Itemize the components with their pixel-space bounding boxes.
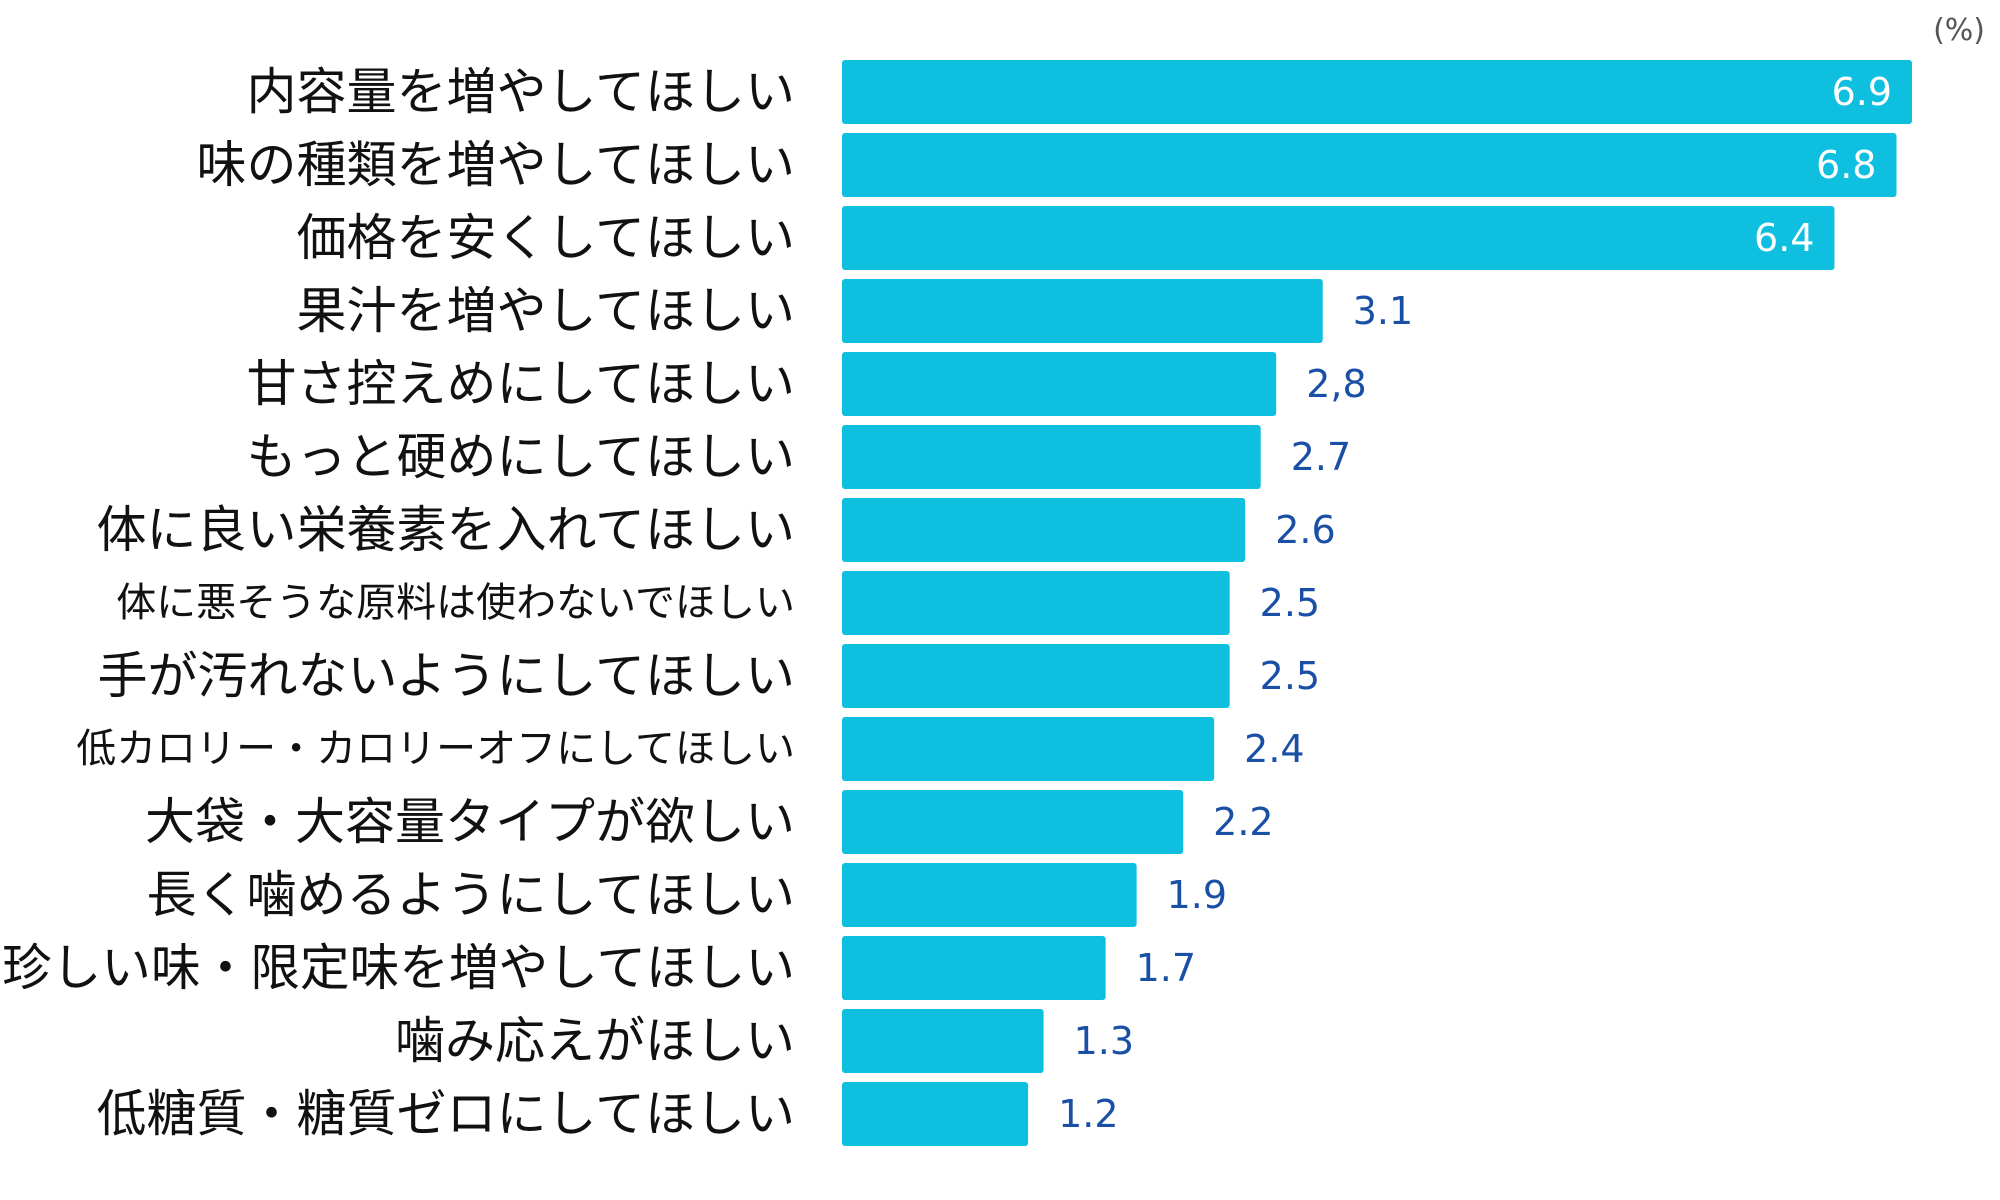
category-label: 味の種類を増やしてほしい — [197, 136, 796, 194]
category-label: 低カロリー・カロリーオフにしてほしい — [76, 726, 795, 772]
value-label: 2.2 — [1213, 800, 1273, 844]
value-label: 2.5 — [1260, 654, 1320, 698]
value-label: 2,8 — [1306, 362, 1366, 406]
value-label: 2.6 — [1275, 508, 1335, 552]
category-label: 価格を安くしてほしい — [297, 209, 796, 267]
value-label: 6.9 — [1832, 70, 1892, 114]
category-label: 低糖質・糖質ゼロにしてほしい — [97, 1085, 796, 1143]
category-label: 体に良い栄養素を入れてほしい — [97, 501, 796, 559]
bar — [842, 936, 1106, 1000]
category-label: 大袋・大容量タイプが欲しい — [145, 793, 795, 851]
category-label: 噛み応えがほしい — [395, 1012, 795, 1070]
bar — [842, 60, 1912, 124]
category-label: もっと硬めにしてほしい — [247, 428, 796, 486]
bar — [842, 644, 1230, 708]
category-label: 内容量を増やしてほしい — [247, 63, 796, 121]
value-label: 1.2 — [1058, 1092, 1118, 1136]
bar — [842, 863, 1137, 927]
bar — [842, 425, 1261, 489]
bar — [842, 352, 1277, 416]
value-label: 2.7 — [1291, 435, 1351, 479]
value-label: 3.1 — [1353, 289, 1413, 333]
bar — [842, 279, 1323, 343]
bar — [842, 790, 1184, 854]
unit-label: (%) — [1933, 13, 1985, 48]
value-label: 2.5 — [1260, 581, 1320, 625]
bar — [842, 133, 1897, 197]
bar — [842, 717, 1215, 781]
category-label: 長く噛めるようにしてほしい — [147, 866, 796, 924]
value-label: 1.9 — [1167, 873, 1227, 917]
bar — [842, 1009, 1044, 1073]
bar — [842, 571, 1230, 635]
bar — [842, 1082, 1029, 1146]
bar — [842, 206, 1835, 270]
value-label: 6.8 — [1816, 143, 1876, 187]
value-label: 2.4 — [1244, 727, 1304, 771]
category-label: 体に悪そうな原料は使わないでほしい — [116, 580, 795, 626]
value-label: 1.3 — [1074, 1019, 1134, 1063]
bar — [842, 498, 1246, 562]
category-label: 甘さ控えめにしてほしい — [247, 355, 796, 413]
category-label: 果汁を増やしてほしい — [297, 282, 796, 340]
category-label: 珍しい味・限定味を増やしてほしい — [2, 939, 795, 997]
bars-group: 内容量を増やしてほしい 6.9 味の種類を増やしてほしい 6.8 価格を安くしてほしい 6… — [2, 60, 1912, 1146]
value-label: 6.4 — [1754, 216, 1814, 260]
category-label: 手が汚れないようにしてほしい — [98, 647, 796, 705]
value-label: 1.7 — [1136, 946, 1196, 990]
